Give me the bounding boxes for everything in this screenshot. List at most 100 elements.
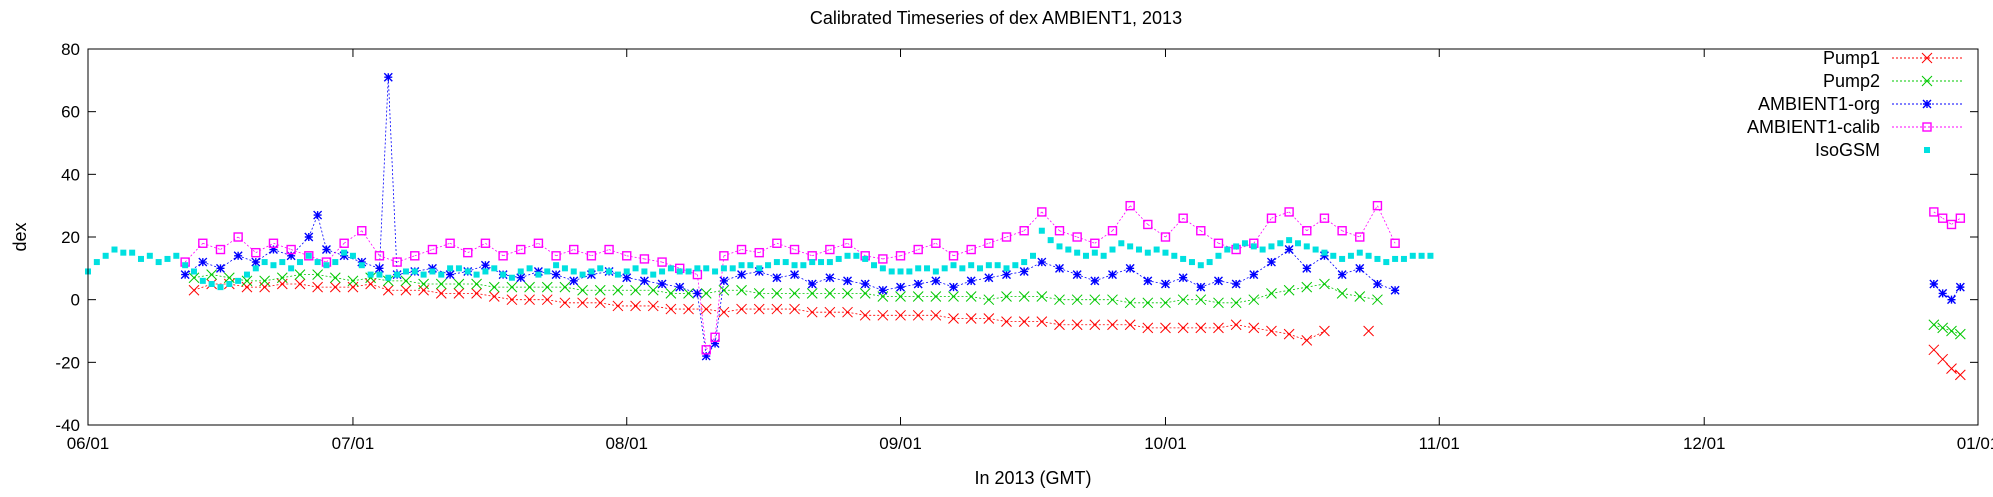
data-point (1090, 238, 1100, 248)
series-pump1 (188, 278, 1966, 381)
data-point (471, 288, 482, 299)
data-point (1142, 322, 1154, 334)
data-point (276, 272, 288, 284)
data-point (895, 309, 906, 321)
series-connector (1041, 296, 1060, 301)
data-point (506, 281, 518, 293)
series-connector (714, 280, 725, 344)
series-connector (759, 271, 778, 279)
data-point (553, 262, 560, 269)
data-point (447, 265, 454, 272)
series-connector (502, 249, 521, 257)
series-connector (476, 293, 495, 297)
series-connector (1006, 230, 1025, 238)
data-point (341, 249, 348, 256)
data-point (155, 259, 162, 266)
series-connector (1236, 299, 1254, 304)
series-connector (1235, 242, 1254, 250)
data-point (551, 270, 561, 280)
data-point (544, 268, 551, 275)
data-point (286, 244, 296, 255)
series-connector (776, 274, 795, 279)
data-point (825, 273, 835, 283)
series-connector (988, 318, 1007, 322)
data-point (1929, 279, 1939, 289)
series-connector (1182, 277, 1201, 288)
y-axis: -40 -20 0 20 40 60 80 (55, 40, 1978, 435)
data-point (435, 288, 447, 299)
series-connector (644, 280, 663, 285)
data-point (173, 252, 180, 259)
data-point (252, 265, 259, 272)
series-connector (935, 280, 954, 288)
data-point (1372, 200, 1383, 211)
series-connector (423, 289, 442, 294)
data-point (517, 268, 524, 275)
data-point (630, 284, 641, 296)
series-connector (1359, 296, 1378, 301)
data-point (1928, 319, 1940, 331)
legend-label: Pump1 (1823, 48, 1880, 68)
series-connector (723, 249, 742, 257)
data-point (1082, 252, 1089, 259)
data-point (859, 288, 871, 299)
data-point (1383, 259, 1390, 266)
series-connector (1324, 217, 1343, 232)
series-connector (988, 296, 1007, 301)
data-point (1277, 240, 1284, 247)
data-point (1107, 226, 1118, 236)
data-point (1206, 259, 1213, 266)
data-point (1047, 237, 1054, 244)
data-point (188, 284, 200, 296)
data-point (347, 275, 359, 287)
series-connector (1129, 205, 1149, 225)
series-connector (1253, 327, 1272, 332)
data-point (1188, 259, 1195, 266)
data-point (1233, 243, 1240, 250)
data-point (1197, 262, 1204, 269)
series-connector (608, 249, 627, 257)
y-axis-title: dex (10, 222, 30, 251)
data-point (463, 247, 473, 258)
data-point (772, 273, 782, 283)
data-point (639, 254, 650, 264)
data-point (569, 244, 579, 255)
series-connector (573, 249, 592, 257)
data-point (374, 251, 385, 261)
series-ambient1-calib (180, 200, 1966, 355)
series-connector (282, 274, 301, 279)
series-connector (1041, 321, 1060, 326)
series-connector (387, 77, 398, 275)
data-point (243, 271, 250, 278)
data-point (1938, 288, 1948, 298)
series-connector (1377, 283, 1396, 291)
series-connector (1112, 267, 1131, 275)
series-connector (450, 271, 468, 275)
data-point (623, 268, 630, 275)
data-point (1001, 316, 1012, 327)
series-connector (1306, 283, 1325, 288)
data-point (1312, 246, 1319, 253)
series-connector (706, 289, 724, 294)
data-point (667, 265, 674, 272)
data-point (1153, 246, 1160, 253)
data-point (339, 238, 349, 248)
data-point (1143, 276, 1153, 286)
series-connector (600, 302, 618, 307)
data-point (772, 238, 782, 248)
series-connector (317, 274, 336, 279)
data-point (710, 332, 720, 342)
series-connector (776, 242, 795, 250)
data-point (1339, 255, 1346, 262)
data-point (931, 276, 941, 286)
y-tick-label: -20 (55, 353, 80, 372)
data-point (1330, 252, 1337, 259)
data-point (1056, 243, 1063, 250)
data-point (915, 265, 922, 272)
data-point (700, 303, 712, 315)
data-point (1337, 226, 1347, 236)
data-point (1922, 122, 1932, 132)
data-point (604, 244, 614, 255)
data-point (844, 252, 851, 259)
data-point (895, 291, 906, 302)
